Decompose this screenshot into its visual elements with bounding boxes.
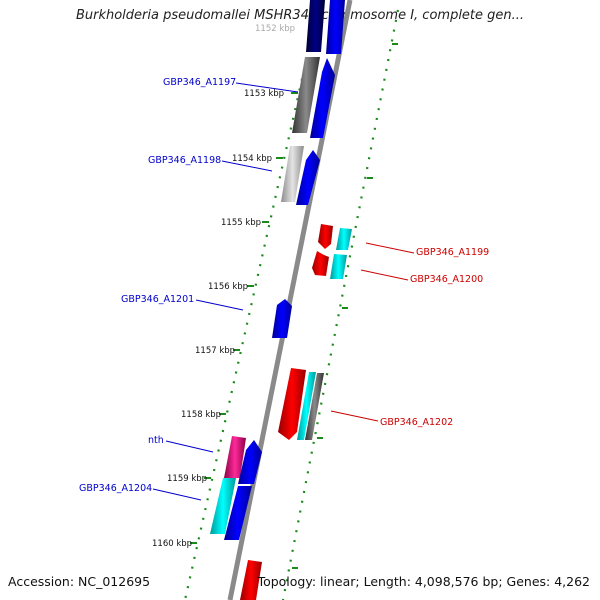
gene-feature-blue[interactable]: [224, 486, 252, 540]
gene-label[interactable]: GBP346_A1197: [163, 77, 236, 88]
ruler-label: 1154 kbp: [232, 154, 272, 164]
ruler-label: 1153 kbp: [244, 89, 284, 99]
gene-label[interactable]: GBP346_A1198: [148, 155, 221, 166]
right-dotted-ruler: [281, 9, 400, 600]
gene-feature-gray[interactable]: [305, 373, 324, 440]
gene-feature-blue[interactable]: [310, 58, 335, 138]
gene-label[interactable]: GBP346_A1202: [380, 417, 453, 428]
ruler-label: 1157 kbp: [195, 346, 235, 356]
gene-feature-dark[interactable]: [306, 0, 325, 52]
accession-text: Accession: NC_012695: [8, 574, 151, 589]
gene-feature-blue[interactable]: [272, 299, 292, 338]
ruler-label: 1156 kbp: [208, 282, 248, 292]
gene-feature-magenta[interactable]: [224, 436, 246, 478]
gene-feature-blue[interactable]: [238, 440, 262, 484]
gene-feature-red[interactable]: [318, 224, 333, 249]
gene-label[interactable]: GBP346_A1204: [79, 483, 152, 494]
ruler-label: 1159 kbp: [167, 474, 207, 484]
gene-label[interactable]: GBP346_A1199: [416, 247, 489, 258]
topology-summary: Topology: linear; Length: 4,098,576 bp; …: [257, 574, 590, 589]
gene-feature-cyan[interactable]: [336, 228, 352, 250]
ruler-labels: 1152 kbp 1153 kbp 1154 kbp 1155 kbp 1156…: [152, 24, 295, 549]
page-title: Burkholderia pseudomallei MSHR346 chromo…: [75, 8, 525, 23]
gene-feature-cyan[interactable]: [210, 478, 236, 534]
gene-label[interactable]: GBP346_A1200: [410, 274, 483, 285]
ruler-label: 1152 kbp: [255, 24, 295, 34]
gene-feature-lightgray[interactable]: [281, 146, 304, 202]
gene-label[interactable]: GBP346_A1201: [121, 294, 194, 305]
ruler-label: 1160 kbp: [152, 539, 192, 549]
gene-label[interactable]: nth: [148, 435, 164, 446]
gene-feature-cyan[interactable]: [330, 254, 347, 279]
ruler-label: 1155 kbp: [221, 218, 261, 228]
gene-feature-red[interactable]: [312, 251, 329, 276]
gene-feature-red[interactable]: [240, 560, 262, 600]
left-gene-labels: GBP346_A1197 GBP346_A1198 GBP346_A1201 n…: [79, 77, 299, 501]
right-gene-labels: GBP346_A1199 GBP346_A1200 GBP346_A1202: [330, 242, 489, 428]
gene-feature-blue[interactable]: [296, 150, 320, 205]
ruler-label: 1158 kbp: [181, 410, 221, 420]
gene-feature-cyan[interactable]: [297, 372, 316, 440]
gene-feature-red[interactable]: [278, 368, 306, 440]
gene-feature-blue[interactable]: [326, 0, 345, 54]
gene-feature-gray[interactable]: [292, 57, 320, 133]
